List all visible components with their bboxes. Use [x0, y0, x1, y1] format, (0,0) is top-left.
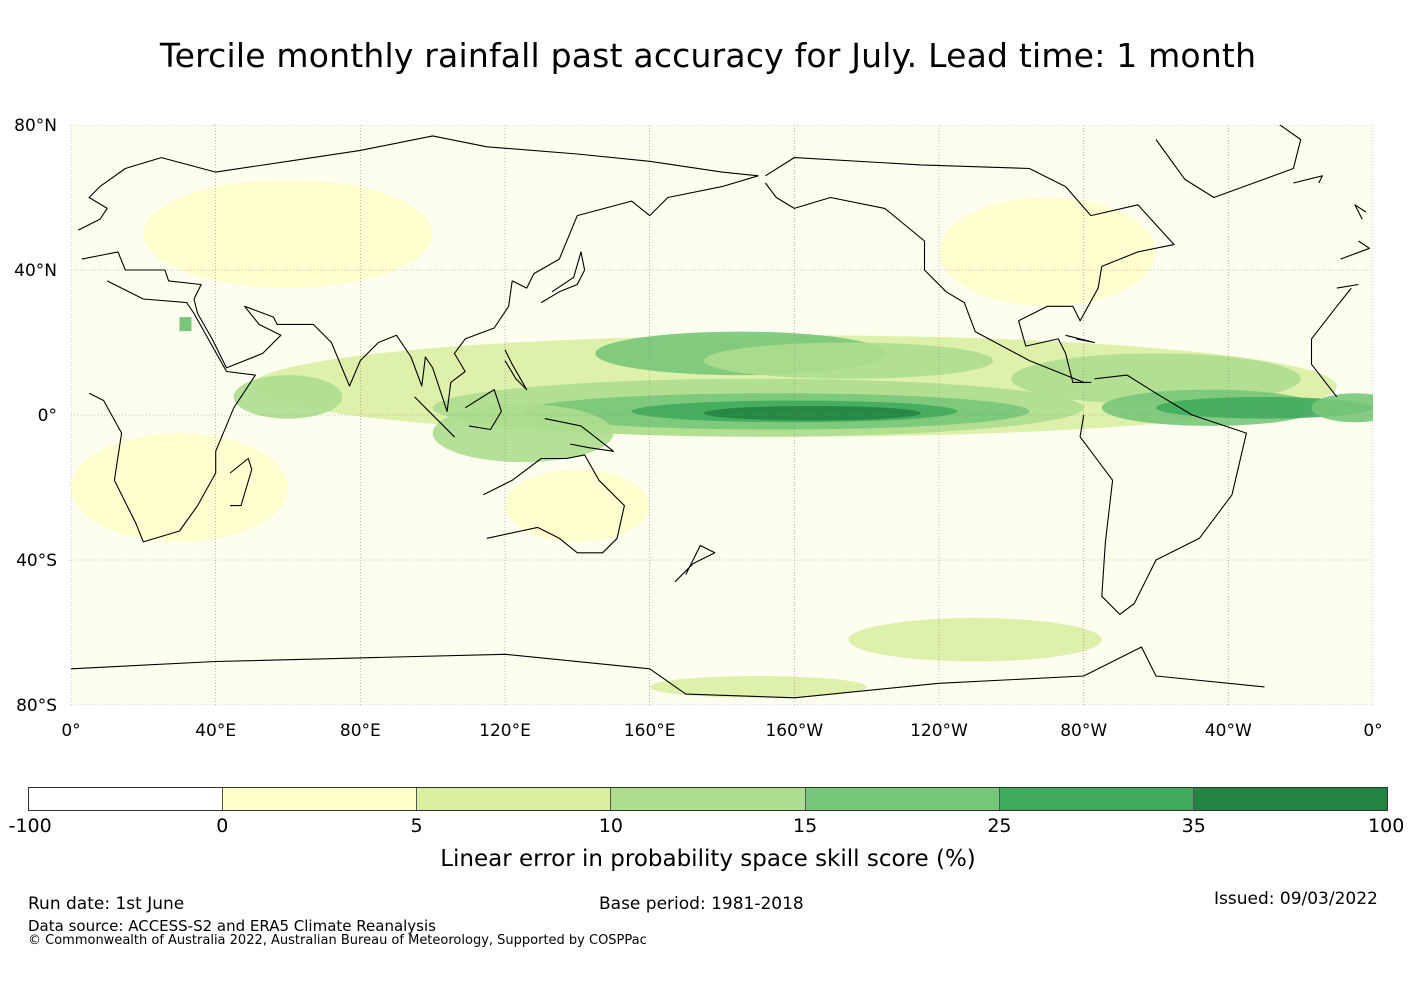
skill-patch: [703, 342, 994, 379]
skill-patch: [143, 179, 433, 289]
lat-tick-label: 0°: [38, 406, 57, 426]
lon-tick-label: 40°E: [195, 721, 236, 741]
longitude-labels: 0° 40°E 80°E 120°E 160°E 160°W 120°W 80°W 40°W 0°: [61, 721, 1382, 741]
colorbar-segment: [223, 788, 418, 810]
coastline-japan: [540, 251, 586, 304]
skill-patch: [71, 433, 288, 542]
colorbar-tick-label: -100: [8, 815, 52, 837]
skill-patch: [233, 375, 343, 419]
colorbar-label: Linear error in probability space skill …: [440, 846, 976, 872]
colorbar-tick-label: 100: [1368, 815, 1405, 837]
lon-tick-label: 80°W: [1060, 721, 1107, 741]
skill-patch: [939, 197, 1156, 307]
skill-patch: [848, 618, 1102, 662]
data-source: Data source: ACCESS-S2 and ERA5 Climate …: [28, 917, 436, 935]
coastline-eurasia: [77, 135, 1370, 412]
coastline-philippines: [504, 349, 528, 391]
colorbar-tick-label: 25: [987, 815, 1012, 837]
coastline-south-america: [1079, 374, 1247, 615]
lat-tick-label: 80°N: [14, 116, 57, 136]
lon-tick-label: 80°E: [340, 721, 381, 741]
skill-patch: [504, 469, 650, 542]
colorbar-segment: [805, 788, 1000, 810]
colorbar: [28, 787, 1388, 811]
colorbar-segment: [1193, 788, 1387, 810]
coastline-new-zealand: [674, 544, 716, 583]
coastline-new-guinea: [544, 418, 615, 452]
lat-tick-label: 40°S: [16, 551, 57, 571]
coastline-madagascar: [229, 457, 253, 507]
skill-patch: [703, 405, 921, 421]
latitude-labels: 80°N 40°N 0° 40°S 80°S: [14, 116, 57, 716]
colorbar-segment: [417, 788, 612, 810]
colorbar-tick-label: 10: [598, 815, 623, 837]
colorbar-segment: [29, 788, 224, 810]
base-period: Base period: 1981-2018: [599, 894, 804, 914]
skill-patch: [179, 317, 192, 332]
coastline-britain: [1354, 204, 1367, 220]
colorbar-tick-label: 5: [410, 815, 423, 837]
graticule: [71, 125, 1373, 705]
colorbar-tick-label: 0: [216, 815, 229, 837]
colorbar-tick-label: 15: [793, 815, 818, 837]
lon-tick-label: 120°W: [910, 721, 968, 741]
lon-tick-label: 120°E: [479, 721, 531, 741]
run-date: Run date: 1st June: [28, 894, 185, 914]
colorbar-tick-label: 35: [1181, 815, 1206, 837]
coastline-greenland: [1155, 125, 1302, 199]
coastline-cuba: [1065, 334, 1096, 344]
map-title: Tercile monthly rainfall past accuracy f…: [159, 36, 1257, 75]
colorbar-ticks: -100 0 5 10 15 25 35 100: [9, 815, 1405, 841]
colorbar-segment: [999, 788, 1194, 810]
lon-tick-label: 160°W: [765, 721, 823, 741]
lat-tick-label: 80°S: [16, 696, 57, 716]
issued-date: Issued: 09/03/2022: [1214, 889, 1378, 909]
lon-tick-label: 0°: [1363, 721, 1382, 741]
coastline-sumatra: [414, 396, 455, 438]
coastline-australia: [483, 454, 625, 554]
coastline-antarctica: [71, 646, 1265, 699]
lon-tick-label: 40°W: [1205, 721, 1252, 741]
lon-tick-label: 0°: [61, 721, 80, 741]
skill-patch: [1311, 393, 1373, 423]
colorbar-segment: [611, 788, 806, 810]
skill-patch: [432, 404, 614, 463]
coastline-borneo: [464, 389, 502, 431]
coastline-iceland: [1293, 175, 1323, 184]
lat-tick-label: 40°N: [14, 261, 57, 281]
skill-score-map: 80°N 40°N 0° 40°S 80°S 0° 40°E 80°E 120°E 160°E 1…: [14, 116, 1383, 741]
coastlines: [71, 125, 1370, 699]
skill-patch: [649, 676, 867, 698]
coastline-north-america: [764, 157, 1175, 383]
lon-tick-label: 160°E: [624, 721, 676, 741]
coastline-africa: [88, 280, 1359, 543]
copyright: © Commonwealth of Australia 2022, Austra…: [28, 933, 647, 948]
